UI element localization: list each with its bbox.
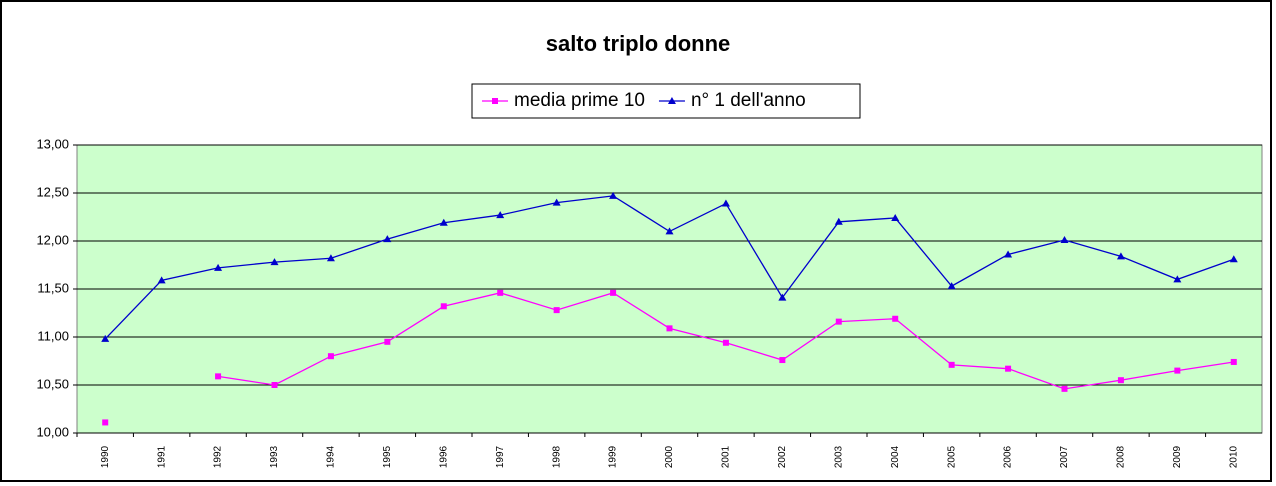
x-tick-label: 1995 xyxy=(382,445,393,468)
y-tick-label: 12,00 xyxy=(36,232,69,247)
point xyxy=(215,373,222,380)
y-tick-label: 11,50 xyxy=(37,280,69,295)
x-tick-label: 2000 xyxy=(664,445,675,468)
point xyxy=(271,382,278,388)
x-tick-label: 2002 xyxy=(777,445,788,468)
point xyxy=(383,235,392,243)
point xyxy=(834,217,843,225)
point xyxy=(778,293,787,301)
point xyxy=(1005,365,1012,372)
point xyxy=(1117,377,1124,384)
point xyxy=(214,263,223,271)
point xyxy=(667,97,676,104)
point xyxy=(891,213,900,221)
point xyxy=(1116,252,1125,260)
x-tick-label: 1993 xyxy=(269,445,280,468)
point xyxy=(1061,385,1068,392)
point xyxy=(947,282,956,290)
x-tick-label: 1991 xyxy=(156,445,167,468)
point xyxy=(609,191,618,199)
point xyxy=(327,353,334,360)
y-tick-label: 13,00 xyxy=(36,136,69,151)
point xyxy=(835,318,842,325)
y-tick-label: 12,50 xyxy=(36,184,69,199)
chart-title: salto triplo donne xyxy=(546,31,731,56)
point xyxy=(384,338,391,345)
point xyxy=(722,339,729,346)
x-tick-label: 1992 xyxy=(213,445,224,468)
point xyxy=(326,254,335,262)
x-tick-label: 1990 xyxy=(100,445,111,468)
point xyxy=(721,199,730,207)
point xyxy=(101,334,110,342)
y-tick-label: 10,50 xyxy=(36,376,69,391)
y-tick-label: 11,00 xyxy=(37,328,69,343)
legend-label: media prime 10 xyxy=(514,90,645,111)
point xyxy=(1173,275,1182,283)
x-tick-label: 1998 xyxy=(551,445,562,468)
point xyxy=(552,198,561,206)
x-tick-label: 2010 xyxy=(1228,445,1239,468)
point xyxy=(492,98,498,104)
point xyxy=(1060,236,1069,244)
y-tick-label: 10,00 xyxy=(36,424,69,439)
x-tick-label: 1997 xyxy=(495,445,506,468)
x-tick-label: 2001 xyxy=(721,445,732,468)
x-tick-label: 2004 xyxy=(890,445,901,468)
x-tick-label: 2003 xyxy=(833,445,844,468)
point xyxy=(1174,367,1181,374)
point xyxy=(270,258,279,266)
point xyxy=(779,357,786,364)
x-tick-label: 2006 xyxy=(1003,445,1014,468)
x-tick-label: 2009 xyxy=(1172,445,1183,468)
point xyxy=(610,289,617,296)
x-tick-label: 1994 xyxy=(326,445,337,468)
x-tick-label: 1999 xyxy=(608,445,619,468)
point xyxy=(497,289,504,296)
x-tick-label: 2008 xyxy=(1116,445,1127,468)
point xyxy=(439,218,448,226)
point xyxy=(102,419,109,426)
point xyxy=(948,361,955,368)
point xyxy=(157,276,166,284)
point xyxy=(892,315,899,322)
point xyxy=(1004,250,1013,258)
point xyxy=(1230,358,1237,365)
point xyxy=(440,303,447,310)
point xyxy=(1229,255,1238,263)
legend-label: n° 1 dell'anno xyxy=(691,90,806,111)
x-tick-label: 2007 xyxy=(1059,445,1070,468)
point xyxy=(553,307,560,314)
point xyxy=(665,227,674,235)
x-tick-label: 1996 xyxy=(438,445,449,468)
point xyxy=(666,325,673,332)
point xyxy=(496,211,505,219)
x-tick-label: 2005 xyxy=(946,445,957,468)
